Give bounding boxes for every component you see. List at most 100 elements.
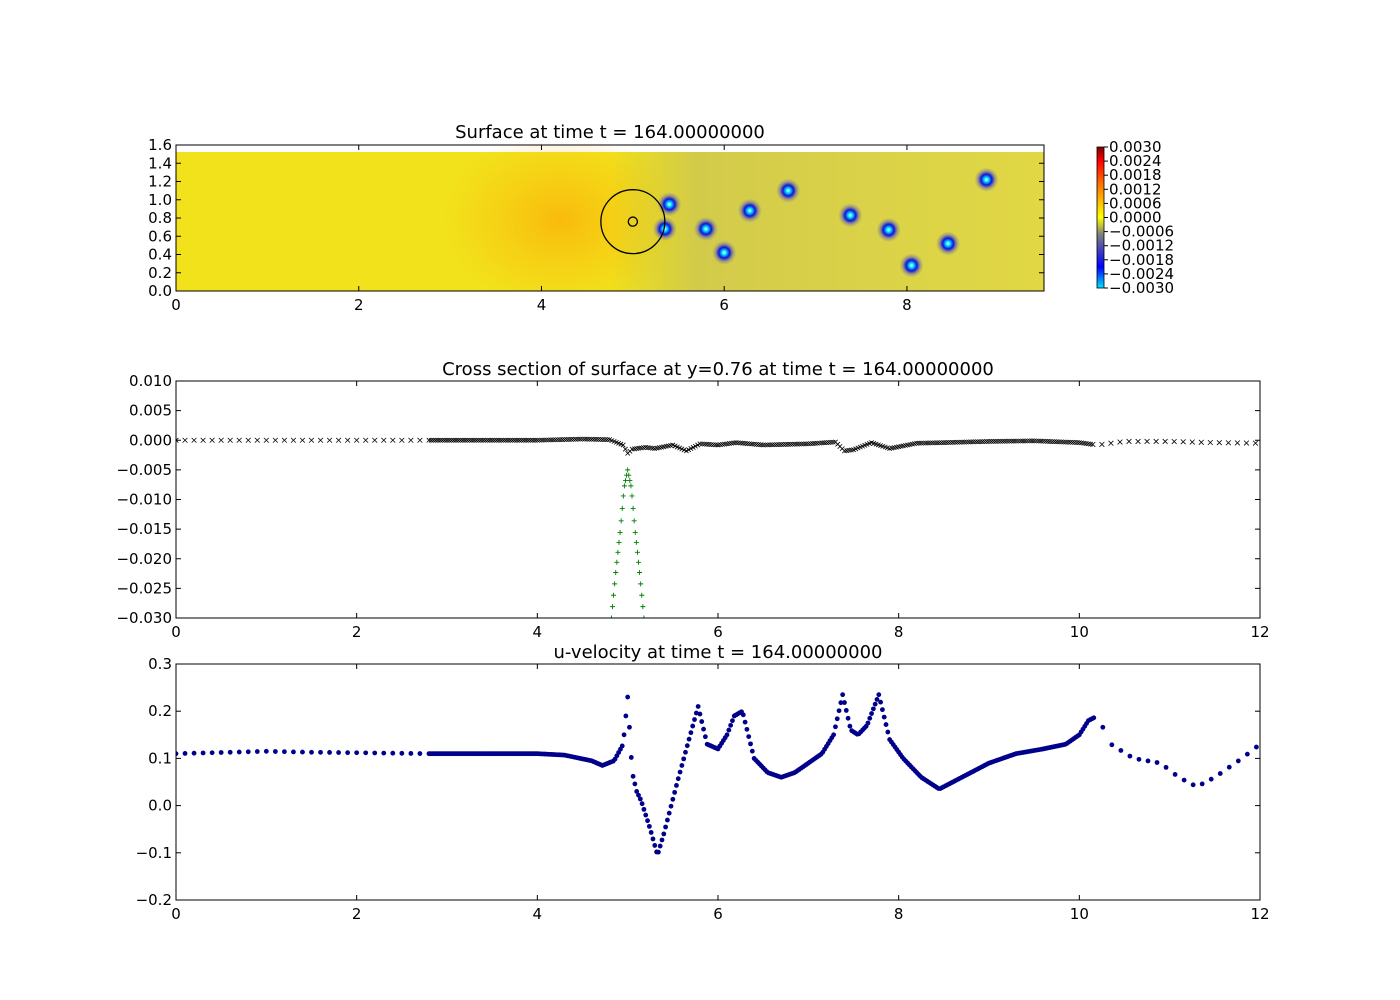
bottom-plus-marker [632,529,638,535]
u-velocity-point [666,810,672,816]
surface-x-marker [1117,439,1123,445]
surface-x-marker [993,438,999,444]
cross-section-panel: Cross section of surface at y=0.76 at ti… [116,359,1269,641]
u-velocity-point [354,750,360,756]
surface-x-marker [765,442,771,448]
surface-x-marker [1243,440,1250,446]
u-velocity-point [336,750,341,755]
surface-x-marker [408,437,414,443]
u-velocity-point [1208,776,1214,782]
surface-xtick-label: 2 [354,296,364,314]
surface-xtick-label: 0 [171,296,181,314]
u-velocity-point [674,783,679,788]
u-velocity-point [872,701,878,707]
u-velocity-point [227,749,233,755]
cross-section-ytick-label: −0.025 [116,579,172,597]
cross-section-ytick-label: 0.005 [129,402,172,420]
surface-x-marker [771,442,777,448]
u-velocity-point [1226,764,1232,770]
surface-x-marker [1000,438,1006,444]
surface-x-marker [988,438,994,444]
surface-x-marker [455,437,461,443]
bottom-plus-marker [627,478,633,484]
surface-x-marker [577,436,583,442]
surface-x-marker [936,440,942,446]
u-velocity-point [728,722,734,728]
surface-x-marker [760,442,766,448]
surface-x-marker [299,437,306,443]
surface-x-marker [787,441,793,447]
surface-x-marker [460,437,466,443]
surface-x-marker [1002,438,1008,444]
u-velocity-point [874,697,880,702]
u-velocity-point [675,776,681,782]
u-velocity-point [843,708,849,713]
surface-x-marker [200,437,206,443]
u-velocity-point [1217,771,1223,776]
u-velocity-point [1118,748,1124,753]
surface-x-marker [1056,439,1062,445]
surface-x-marker [966,439,972,445]
u-velocity-point [724,732,730,738]
u-velocity-point [300,749,305,755]
surface-x-marker [950,439,956,445]
surface-x-marker [1040,438,1046,444]
u-velocity-point [726,727,732,733]
surface-x-marker [478,437,484,443]
surface-x-marker [1207,439,1214,446]
u-velocity-title: u-velocity at time t = 164.00000000 [554,642,883,663]
surface-x-marker [792,441,798,447]
u-velocity-point [744,726,750,732]
surface-x-marker [959,439,965,445]
surface-x-marker [593,436,599,442]
surface-x-marker [471,437,477,443]
u-velocity-point [1199,781,1205,787]
u-velocity-point [742,719,748,725]
surface-x-marker [595,436,601,442]
body-center-marker [627,216,639,227]
surface-x-marker [467,437,473,443]
u-velocity-point [683,749,688,755]
u-velocity-point [655,849,661,855]
u-velocity-point [645,818,650,824]
surface-x-marker [600,437,606,442]
u-velocity-point [632,781,638,787]
surface-x-marker [564,436,570,442]
surface-x-marker [464,437,470,443]
surface-x-marker [1153,438,1159,445]
surface-x-marker [209,437,215,443]
u-velocity-point [1244,751,1250,757]
u-velocity-point [628,755,634,760]
u-velocity-point [263,748,269,754]
surface-title: Surface at time t = 164.00000000 [455,122,765,143]
colorbar-tick-label: −0.0006 [1109,223,1174,241]
surface-x-marker [1216,439,1223,446]
u-velocity-point [740,712,746,718]
bottom-plus-marker [615,549,621,555]
surface-x-marker [774,442,780,448]
u-velocity-panel: u-velocity at time t = 164.00000000 0 2 4 6… [136,642,1270,923]
bottom-plus-marker [619,505,625,511]
u-velocity-point [699,719,705,724]
u-velocity-xtick-label: 12 [1250,905,1269,923]
u-velocity-point [663,824,669,830]
u-velocity-point [881,714,887,720]
bottom-plus-marker [637,569,643,575]
bottom-plus-marker [625,467,631,473]
surface-x-marker [1006,438,1012,444]
cross-section-xtick-label: 6 [713,623,723,641]
surface-x-marker [1067,439,1073,445]
cross-section-xtick-label: 12 [1250,623,1269,641]
surface-x-marker [236,437,242,443]
surface-x-marker [945,440,951,445]
surface-x-marker [1038,438,1044,444]
surface-x-marker [176,437,179,443]
depression-spot [876,217,901,242]
u-velocity-point [650,836,656,842]
bottom-plus-marker [618,518,624,524]
surface-ytick-label: 0.0 [148,282,172,300]
surface-x-marker [948,439,954,445]
surface-x-marker [435,437,441,443]
surface-x-marker [344,437,351,443]
u-velocity-point [209,750,215,756]
